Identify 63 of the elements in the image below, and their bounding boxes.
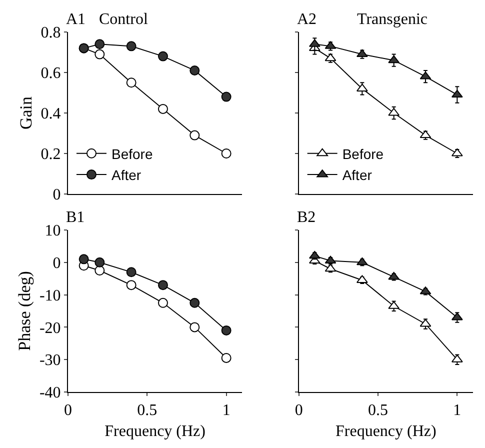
point	[324, 256, 336, 264]
point	[221, 92, 232, 102]
y-tick-label: 0	[52, 186, 61, 204]
point	[420, 130, 432, 138]
point	[94, 257, 105, 268]
point	[94, 39, 105, 50]
y-tick-label: -10	[39, 287, 61, 304]
point	[388, 272, 400, 280]
x-axis-title: Frequency (Hz)	[104, 422, 206, 440]
point	[221, 148, 232, 158]
chart-title: B1	[66, 209, 85, 226]
y-axis-title: Phase (deg)	[15, 271, 34, 351]
point	[324, 53, 336, 62]
y-tick-label: -40	[39, 384, 61, 402]
point	[388, 55, 400, 64]
point	[324, 264, 336, 272]
x-tick-label: 0	[64, 402, 72, 420]
point	[190, 298, 200, 308]
y-tick-label: 0.8	[40, 24, 61, 42]
point	[190, 322, 200, 332]
x-tick-label: 1	[222, 402, 230, 420]
point	[158, 104, 168, 114]
y-tick-label: 0.2	[40, 146, 61, 164]
point	[126, 280, 136, 290]
x-tick-label: 1	[453, 402, 462, 420]
y-tick-label: 10	[44, 222, 61, 240]
point	[158, 280, 168, 290]
point	[94, 266, 105, 276]
point	[158, 51, 168, 62]
x-tick-label: 0.5	[368, 402, 388, 420]
point	[420, 318, 432, 327]
point	[451, 312, 463, 320]
legend-label: After	[111, 167, 142, 184]
point	[451, 90, 463, 98]
y-tick-label: 0.6	[40, 65, 61, 82]
chart-subtitle: Control	[99, 11, 148, 28]
point	[94, 49, 105, 60]
y-tick-label: -30	[39, 352, 61, 370]
y-axis-title: Gain	[16, 96, 36, 130]
x-tick-label: 0.5	[137, 402, 158, 420]
point	[356, 49, 368, 58]
point	[190, 130, 200, 140]
point	[356, 257, 368, 266]
chart-title: A2	[297, 11, 317, 28]
legend-label: Before	[342, 146, 384, 162]
legend-label: After	[342, 167, 372, 184]
point	[126, 267, 136, 278]
point	[78, 254, 89, 264]
y-tick-label: 0.4	[40, 106, 61, 123]
chart-subtitle: Transgenic	[357, 11, 428, 28]
x-tick-label: 0	[294, 402, 303, 420]
y-tick-label: 0	[52, 255, 61, 272]
point	[126, 41, 136, 52]
point	[126, 78, 136, 88]
chart-title: A1	[66, 11, 86, 28]
point	[221, 352, 232, 363]
chart-title: B2	[297, 209, 316, 226]
point	[190, 65, 200, 76]
point	[158, 298, 168, 308]
point	[221, 325, 232, 336]
y-tick-label: -20	[39, 320, 61, 337]
x-axis-title: Frequency (Hz)	[336, 422, 436, 440]
legend-label: Before	[111, 146, 153, 162]
